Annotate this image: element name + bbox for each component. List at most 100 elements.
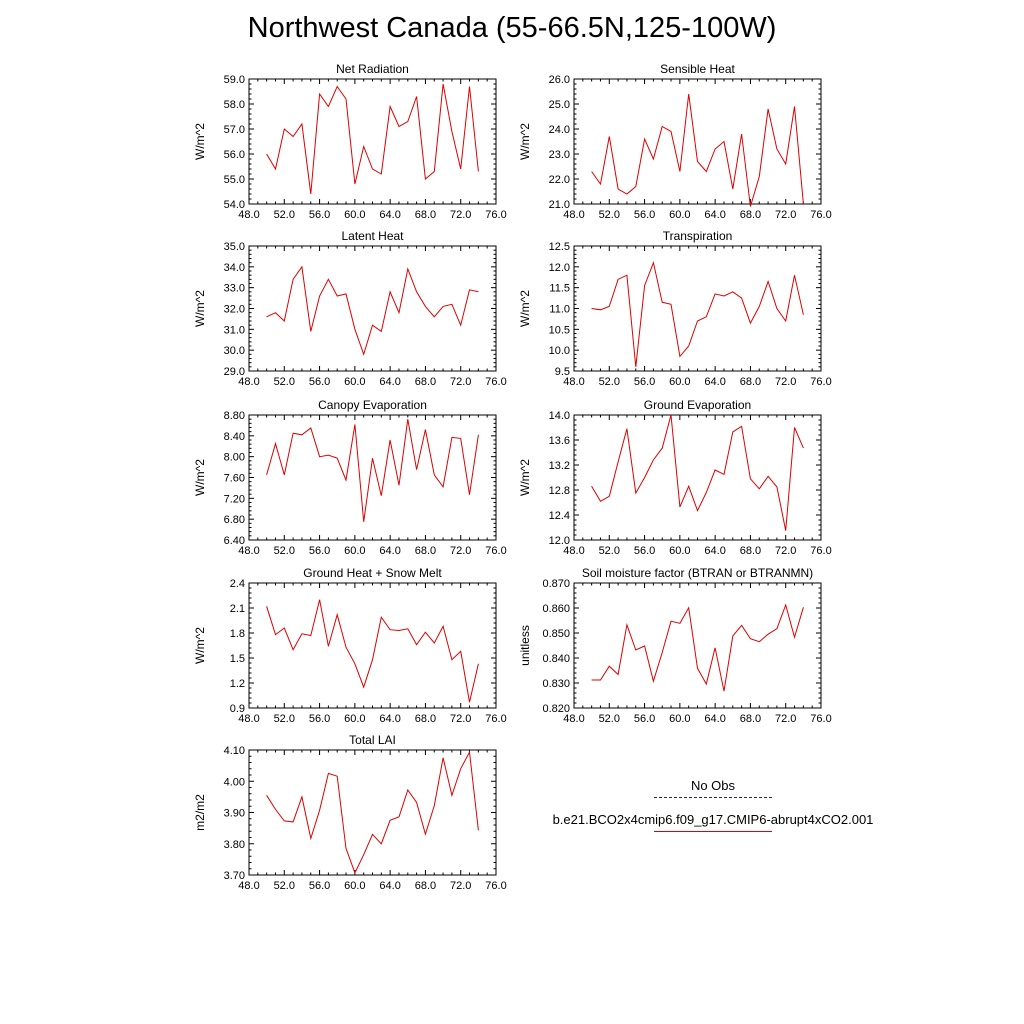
y-tick-label: 1.2	[230, 678, 245, 690]
x-tick-label: 60.0	[344, 545, 365, 557]
x-tick-label: 68.0	[740, 376, 761, 388]
y-tick-label: 8.40	[224, 431, 245, 443]
y-axis-label: W/m^2	[193, 459, 207, 496]
series-line	[266, 265, 479, 356]
panel-3: 48.0 52.0 56.0 60.0 64.0 68.0 72.0 76.0 9.5 10.0 1…	[518, 229, 832, 388]
series-line	[591, 93, 804, 207]
y-tick-label: 12.0	[549, 262, 570, 274]
y-tick-label: 30.0	[224, 345, 245, 357]
y-tick-label: 13.2	[549, 460, 570, 472]
y-tick-label: 12.5	[549, 241, 570, 253]
y-tick-label: 31.0	[224, 324, 245, 336]
y-tick-label: 1.5	[230, 653, 245, 665]
y-tick-label: 7.20	[224, 493, 245, 505]
x-tick-label: 68.0	[740, 713, 761, 725]
y-tick-label: 57.0	[224, 124, 245, 136]
y-tick-label: 54.0	[224, 199, 245, 211]
x-tick-label: 56.0	[309, 880, 330, 892]
plot-frame	[248, 78, 497, 205]
x-tick-label: 48.0	[563, 376, 584, 388]
panel-8: 48.0 52.0 56.0 60.0 64.0 68.0 72.0 76.0 3.70 3.80…	[193, 733, 507, 892]
x-tick-label: 76.0	[810, 376, 831, 388]
y-tick-label: 0.860	[542, 603, 570, 615]
legend-obs-label: No Obs	[690, 778, 736, 793]
x-tick-label: 52.0	[599, 545, 620, 557]
panel-title: Latent Heat	[341, 229, 404, 243]
y-tick-label: 2.1	[230, 603, 245, 615]
x-tick-label: 60.0	[344, 713, 365, 725]
x-tick-label: 60.0	[344, 880, 365, 892]
y-tick-label: 8.00	[224, 452, 245, 464]
x-tick-label: 72.0	[775, 713, 796, 725]
x-tick-label: 68.0	[415, 545, 436, 557]
x-tick-label: 56.0	[634, 376, 655, 388]
y-tick-label: 4.00	[224, 776, 245, 788]
x-tick-label: 64.0	[704, 545, 725, 557]
x-tick-label: 72.0	[450, 713, 471, 725]
x-tick-label: 56.0	[309, 209, 330, 221]
y-tick-label: 58.0	[224, 99, 245, 111]
plot-frame	[248, 414, 497, 541]
x-tick-label: 60.0	[669, 713, 690, 725]
x-tick-label: 60.0	[669, 376, 690, 388]
x-tick-label: 68.0	[740, 545, 761, 557]
y-tick-label: 7.60	[224, 473, 245, 485]
y-tick-label: 12.4	[549, 510, 570, 522]
x-tick-label: 48.0	[238, 209, 259, 221]
y-tick-label: 21.0	[549, 199, 570, 211]
y-tick-label: 0.850	[542, 628, 570, 640]
x-tick-label: 48.0	[238, 545, 259, 557]
x-tick-label: 48.0	[563, 545, 584, 557]
y-tick-label: 4.10	[224, 745, 245, 757]
x-tick-label: 60.0	[344, 376, 365, 388]
x-tick-label: 52.0	[599, 713, 620, 725]
y-axis-label: unitless	[518, 625, 532, 666]
y-tick-label: 0.870	[542, 578, 570, 590]
panel-title: Sensible Heat	[660, 62, 735, 76]
x-tick-label: 64.0	[379, 880, 400, 892]
y-tick-label: 2.4	[230, 578, 245, 590]
plot-frame	[573, 582, 822, 709]
x-tick-label: 60.0	[669, 545, 690, 557]
x-tick-label: 48.0	[563, 713, 584, 725]
y-axis-label: W/m^2	[193, 290, 207, 327]
y-tick-label: 8.80	[224, 410, 245, 422]
x-tick-label: 76.0	[485, 713, 506, 725]
panel-title: Canopy Evaporation	[318, 398, 427, 412]
panel-0: 48.0 52.0 56.0 60.0 64.0 68.0 72.0 76.0 54.0 55.0…	[193, 62, 507, 221]
y-tick-label: 0.820	[542, 703, 570, 715]
series-line	[591, 260, 804, 367]
x-tick-label: 76.0	[485, 376, 506, 388]
y-tick-label: 12.0	[549, 535, 570, 547]
x-tick-label: 56.0	[634, 713, 655, 725]
series-line	[266, 599, 479, 703]
x-tick-label: 56.0	[634, 545, 655, 557]
x-tick-label: 76.0	[810, 545, 831, 557]
panel-title: Net Radiation	[336, 62, 409, 76]
x-tick-label: 56.0	[309, 545, 330, 557]
x-tick-label: 56.0	[309, 376, 330, 388]
x-tick-label: 76.0	[485, 545, 506, 557]
x-tick-label: 60.0	[669, 209, 690, 221]
y-tick-label: 23.0	[549, 149, 570, 161]
x-tick-label: 72.0	[775, 545, 796, 557]
plot-frame	[248, 245, 497, 372]
y-tick-label: 13.6	[549, 435, 570, 447]
legend-case-label: b.e21.BCO2x4cmip6.f09_g17.CMIP6-abrupt4x…	[552, 812, 874, 827]
panel-title: Ground Evaporation	[644, 398, 751, 412]
x-tick-label: 72.0	[450, 376, 471, 388]
y-tick-label: 0.830	[542, 678, 570, 690]
x-tick-label: 56.0	[309, 713, 330, 725]
series-line	[591, 603, 804, 692]
x-tick-label: 68.0	[415, 376, 436, 388]
series-line	[266, 419, 479, 522]
y-tick-label: 56.0	[224, 149, 245, 161]
y-tick-label: 22.0	[549, 174, 570, 186]
y-tick-label: 0.840	[542, 653, 570, 665]
x-tick-label: 64.0	[704, 713, 725, 725]
x-tick-label: 72.0	[450, 545, 471, 557]
x-tick-label: 64.0	[379, 209, 400, 221]
legend: No Obs b.e21.BCO2x4cmip6.f09_g17.CMIP6-a…	[520, 778, 906, 832]
y-tick-label: 0.9	[230, 703, 245, 715]
